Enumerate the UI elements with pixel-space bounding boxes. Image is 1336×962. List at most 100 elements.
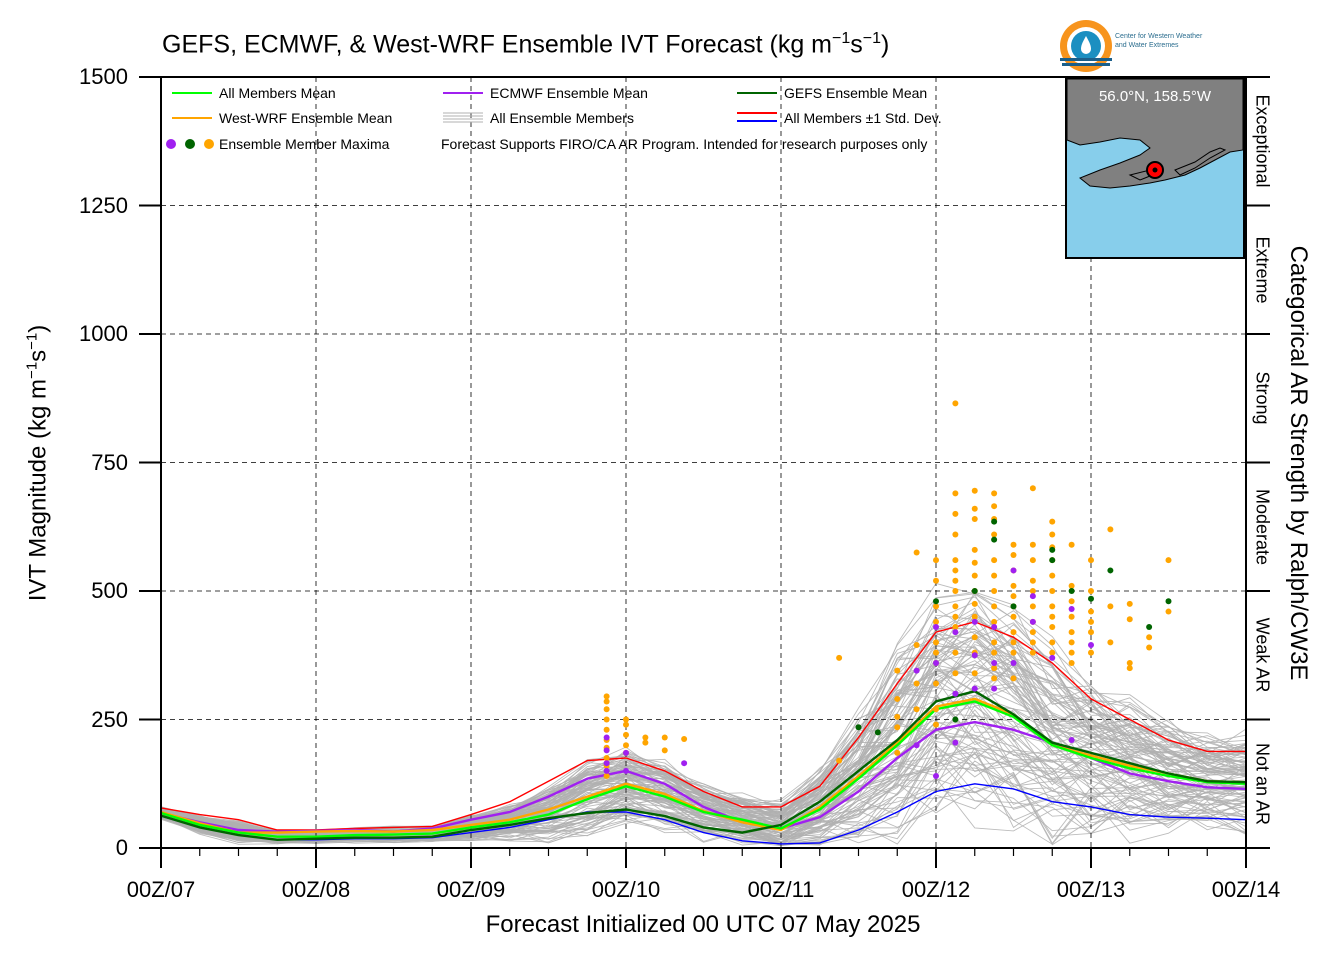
legend-dot-gefs xyxy=(185,139,195,149)
maxima-dot-westwrf xyxy=(952,670,959,677)
maxima-dot-westwrf xyxy=(1029,485,1036,492)
maxima-dot-westwrf xyxy=(1049,518,1056,525)
maxima-dot-westwrf xyxy=(1010,593,1017,600)
y-tick-label: 0 xyxy=(115,835,128,860)
legend-swatch-members xyxy=(443,112,483,123)
maxima-dot-ecmwf xyxy=(913,742,920,749)
maxima-dot-gefs xyxy=(1010,603,1017,610)
maxima-dot-ecmwf xyxy=(952,629,959,636)
maxima-dot-westwrf xyxy=(603,698,610,705)
maxima-dot-westwrf xyxy=(1049,531,1056,538)
maxima-dot-westwrf xyxy=(913,549,920,556)
maxima-dot-westwrf xyxy=(991,588,998,594)
legend-swatch-std-upper xyxy=(737,112,777,114)
location-marker-center xyxy=(1152,167,1158,173)
ensemble-member-line xyxy=(160,791,1247,845)
maxima-dot-westwrf xyxy=(1010,582,1017,589)
maxima-dot-westwrf xyxy=(1068,541,1075,548)
series-line-gefs xyxy=(160,689,1247,842)
maxima-dot-ecmwf xyxy=(603,760,610,767)
legend-swatch-ecmwf xyxy=(443,92,483,94)
maxima-dot-ecmwf xyxy=(933,773,939,780)
legend-note: Forecast Supports FIRO/CA AR Program. In… xyxy=(441,136,928,152)
maxima-dot-westwrf xyxy=(991,665,998,672)
maxima-dot-westwrf xyxy=(971,613,978,620)
legend-dot-westwrf xyxy=(204,139,214,149)
legend-label-all-mean: All Members Mean xyxy=(219,85,336,101)
maxima-dot-westwrf xyxy=(894,667,901,674)
legend-label-westwrf: West-WRF Ensemble Mean xyxy=(219,110,393,126)
maxima-dots-layer xyxy=(603,400,1172,780)
maxima-dot-westwrf xyxy=(913,706,920,713)
maxima-dot-westwrf xyxy=(991,503,998,510)
map-coordinate-label: 56.0°N, 158.5°W xyxy=(1098,88,1212,105)
maxima-dot-westwrf xyxy=(933,603,939,610)
maxima-dot-westwrf xyxy=(894,713,901,720)
maxima-dot-ecmwf xyxy=(623,749,629,756)
maxima-dot-gefs xyxy=(874,729,881,736)
maxima-dot-westwrf xyxy=(1068,649,1075,656)
maxima-dot-westwrf xyxy=(623,721,629,728)
maxima-dot-westwrf xyxy=(1029,639,1036,646)
axes-layer xyxy=(139,76,1270,868)
maxima-dot-ecmwf xyxy=(623,767,629,774)
maxima-dot-gefs xyxy=(952,716,959,723)
maxima-dot-westwrf xyxy=(952,588,959,594)
legend-label-members: All Ensemble Members xyxy=(490,110,634,126)
maxima-dot-westwrf xyxy=(913,641,920,648)
maxima-dot-westwrf xyxy=(991,490,998,497)
maxima-dot-westwrf xyxy=(971,670,978,677)
location-map-inset xyxy=(1065,77,1245,259)
maxima-dot-westwrf xyxy=(1049,613,1056,620)
maxima-dot-westwrf xyxy=(1165,557,1172,564)
maxima-dot-westwrf xyxy=(1010,629,1017,636)
maxima-dot-westwrf xyxy=(1146,634,1153,641)
ensemble-member-line xyxy=(160,721,1247,842)
maxima-dot-gefs xyxy=(1088,595,1094,602)
maxima-dot-westwrf xyxy=(971,546,978,553)
maxima-dot-westwrf xyxy=(991,603,998,610)
x-tick-label: 00Z/07 xyxy=(126,877,196,902)
maxima-dot-westwrf xyxy=(933,649,939,656)
maxima-dot-westwrf xyxy=(1010,541,1017,548)
category-label: Extreme xyxy=(1252,236,1273,304)
maxima-dot-westwrf xyxy=(1126,600,1133,607)
maxima-dot-westwrf xyxy=(623,742,629,749)
maxima-dot-westwrf xyxy=(1010,675,1017,682)
maxima-dot-gefs xyxy=(1165,598,1172,605)
maxima-dot-westwrf xyxy=(623,716,629,723)
maxima-dot-ecmwf xyxy=(1068,605,1075,612)
maxima-dot-westwrf xyxy=(661,747,668,754)
maxima-dot-westwrf xyxy=(952,649,959,656)
x-axis-label: Forecast Initialized 00 UTC 07 May 2025 xyxy=(485,911,921,938)
maxima-dot-westwrf xyxy=(1049,649,1056,656)
maxima-dot-ecmwf xyxy=(603,767,610,774)
y-tick-label: 1500 xyxy=(79,64,128,89)
maxima-dot-westwrf xyxy=(971,634,978,641)
maxima-dot-westwrf xyxy=(661,734,668,741)
maxima-dot-gefs xyxy=(1107,567,1114,574)
logo-text: Center for Western Weather and Water Ext… xyxy=(1115,33,1203,49)
maxima-dot-westwrf xyxy=(1126,665,1133,672)
maxima-dot-westwrf xyxy=(991,531,998,538)
maxima-dot-ecmwf xyxy=(1068,737,1075,744)
x-tick-label: 00Z/09 xyxy=(436,877,506,902)
maxima-dot-westwrf xyxy=(1068,598,1075,605)
category-label: Not an AR xyxy=(1252,742,1273,825)
maxima-dot-westwrf xyxy=(1068,629,1075,636)
maxima-dot-westwrf xyxy=(933,706,939,713)
maxima-dot-westwrf xyxy=(1088,608,1094,615)
chart-title: GEFS, ECMWF, & West-WRF Ensemble IVT For… xyxy=(162,30,890,59)
maxima-dot-ecmwf xyxy=(971,685,978,692)
maxima-dot-westwrf xyxy=(1107,603,1114,610)
mean-lines-layer xyxy=(160,621,1247,845)
legend-swatch-all-mean xyxy=(172,92,212,94)
maxima-dot-westwrf xyxy=(1029,557,1036,564)
maxima-dot-gefs xyxy=(971,588,978,594)
y-tick-label: 750 xyxy=(91,449,128,475)
x-tick-label: 00Z/10 xyxy=(591,877,661,902)
maxima-dot-westwrf xyxy=(952,613,959,620)
maxima-dot-westwrf xyxy=(603,755,610,762)
maxima-dot-westwrf xyxy=(894,724,901,731)
cw3e-logo: Center for Western Weather and Water Ext… xyxy=(1058,18,1238,74)
